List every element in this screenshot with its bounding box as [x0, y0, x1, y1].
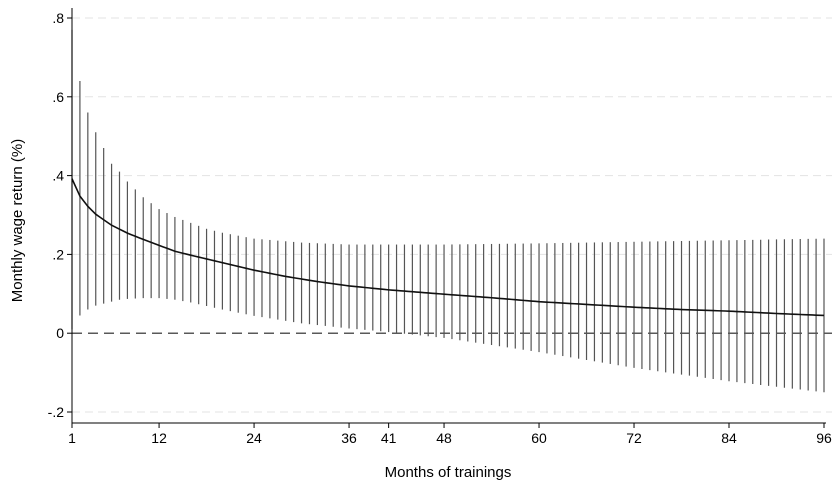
x-tick-label: 48: [436, 430, 452, 446]
gridlines: [72, 17, 832, 413]
x-tick-label: 1: [68, 430, 76, 446]
axes: [71, 8, 826, 424]
y-tick-label: -.2: [48, 404, 65, 420]
point-estimate-curve: [71, 178, 825, 317]
x-tick-label: 41: [381, 430, 397, 446]
x-tick-label: 60: [531, 430, 547, 446]
x-axis-ticks: 1 12 24 36 41 48 60 72 84 96: [68, 423, 832, 446]
y-tick-label: 0: [56, 325, 64, 341]
x-tick-label: 72: [626, 430, 642, 446]
x-tick-label: 12: [151, 430, 167, 446]
y-tick-label: .6: [52, 89, 64, 105]
y-tick-label: .4: [52, 168, 64, 184]
confidence-interval-spikes: [71, 29, 825, 393]
y-tick-label: .2: [52, 246, 64, 262]
y-tick-label: .8: [52, 10, 64, 26]
y-axis-label: Monthly wage return (%): [9, 139, 26, 302]
x-tick-label: 36: [341, 430, 357, 446]
x-axis-label: Months of trainings: [385, 464, 512, 481]
x-tick-label: 96: [816, 430, 832, 446]
x-tick-label: 84: [721, 430, 737, 446]
estimate-line: [71, 178, 825, 317]
x-tick-label: 24: [246, 430, 262, 446]
y-axis-ticks: -.2 0 .2 .4 .6 .8: [48, 10, 72, 420]
